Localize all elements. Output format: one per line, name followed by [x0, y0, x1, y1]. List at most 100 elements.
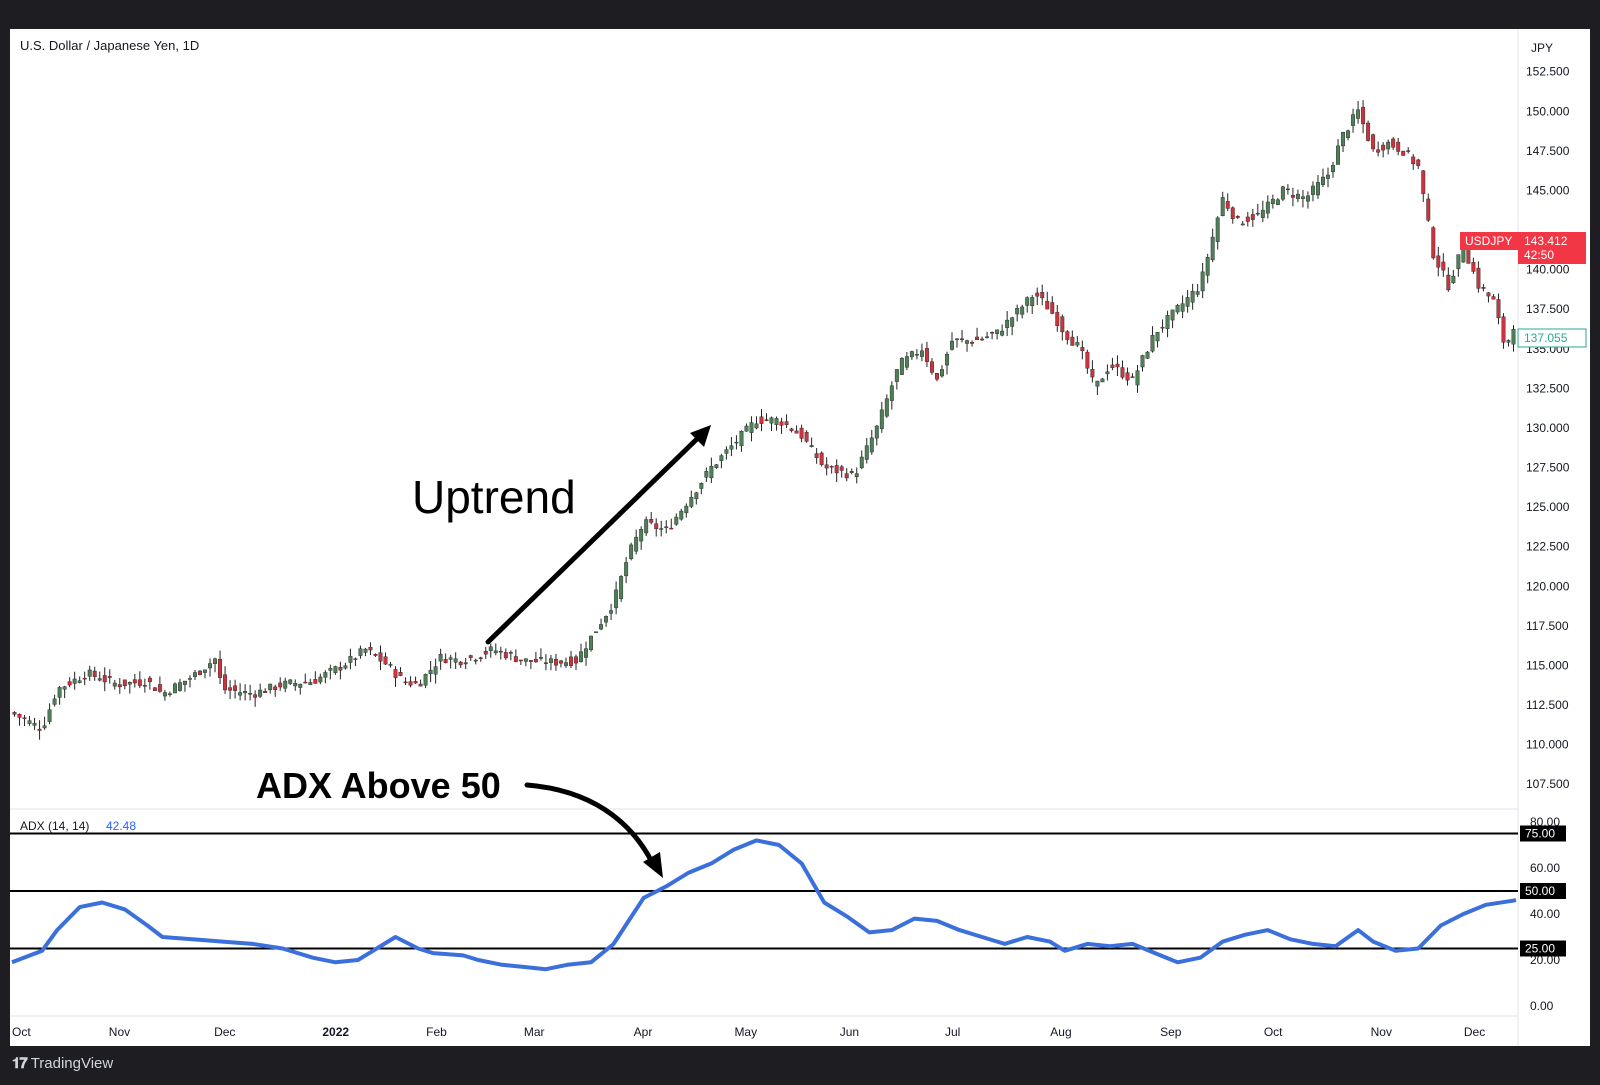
price-tick-label: 122.500	[1526, 540, 1570, 554]
candle	[794, 425, 799, 434]
candle	[1356, 100, 1361, 124]
candle	[1185, 290, 1190, 313]
candle	[533, 651, 538, 663]
candle	[1486, 292, 1491, 303]
price-tick-label: 152.500	[1526, 65, 1570, 79]
candle	[208, 658, 212, 677]
candle	[418, 679, 423, 687]
candle	[172, 682, 177, 694]
candle	[1115, 355, 1120, 377]
candle	[654, 518, 659, 537]
candle	[1401, 150, 1406, 156]
candle	[478, 656, 483, 662]
candle	[1270, 194, 1275, 209]
candle	[328, 664, 333, 680]
candle	[213, 657, 217, 673]
candle	[1085, 349, 1090, 374]
candle	[183, 680, 187, 692]
candle	[1000, 324, 1005, 337]
candle	[548, 654, 553, 671]
candle	[523, 658, 528, 667]
candle	[1476, 261, 1481, 293]
candle	[373, 653, 378, 657]
candle	[343, 662, 348, 670]
time-tick-label: Oct	[1264, 1025, 1283, 1039]
candle	[1250, 208, 1255, 227]
candle	[1406, 147, 1411, 154]
candle	[719, 453, 724, 469]
candle	[17, 713, 22, 726]
candle	[809, 437, 814, 448]
candle	[739, 430, 744, 452]
time-tick-label: Jun	[840, 1025, 859, 1039]
candle	[1090, 360, 1095, 383]
candle	[1471, 257, 1476, 275]
candle	[799, 424, 804, 443]
price-tick-label: 120.000	[1526, 579, 1570, 593]
candle	[669, 518, 674, 530]
candle	[759, 409, 764, 432]
candle	[569, 650, 573, 669]
candle	[1005, 311, 1010, 337]
candle	[458, 660, 463, 669]
brand-label: TradingView	[30, 1055, 114, 1072]
candle	[1280, 185, 1285, 202]
candle	[824, 457, 829, 476]
candle	[513, 649, 518, 663]
candle	[162, 689, 167, 701]
tradingview-brand[interactable]: 𝟏𝟕 TradingView	[12, 1055, 113, 1072]
candle	[12, 711, 17, 717]
candle	[1100, 377, 1105, 383]
candle	[744, 423, 749, 432]
candle	[884, 394, 889, 418]
candle	[649, 511, 654, 525]
candle	[1200, 262, 1205, 299]
candle	[624, 556, 629, 584]
time-tick-label: Oct	[12, 1025, 31, 1039]
last-price-label: 143.412	[1524, 234, 1568, 248]
candle	[258, 683, 263, 699]
candle	[428, 660, 433, 683]
candle	[779, 417, 784, 434]
time-tick-label: Nov	[109, 1025, 130, 1039]
adx-title: ADX (14, 14)	[20, 819, 89, 833]
candle	[313, 671, 318, 684]
candle	[488, 643, 493, 658]
candle	[248, 684, 253, 701]
price-axis: 152.500 150.000 147.500 145.000 140.000 137.5…	[1526, 65, 1570, 792]
candle	[684, 503, 689, 518]
price-tick-label: 140.000	[1526, 263, 1570, 277]
candle	[82, 671, 87, 686]
price-tick-label: 112.500	[1526, 698, 1569, 712]
candle	[1020, 304, 1025, 319]
candle	[1175, 303, 1180, 315]
candle	[814, 448, 819, 464]
candle	[1040, 284, 1045, 306]
candle	[553, 653, 558, 671]
tradingview-logo-icon: 𝟏𝟕	[12, 1055, 28, 1072]
candle	[508, 650, 513, 661]
candle	[193, 669, 197, 681]
candle	[27, 715, 32, 726]
candle	[960, 330, 964, 343]
adx-line	[11, 838, 1517, 972]
candle	[42, 716, 47, 730]
candle	[749, 416, 754, 442]
candle	[483, 646, 488, 660]
candles-group	[12, 100, 1516, 740]
candle	[1235, 215, 1240, 220]
candle	[498, 646, 503, 660]
candle	[1411, 154, 1416, 170]
candle	[1245, 211, 1250, 227]
candle	[1030, 294, 1035, 315]
candle	[503, 648, 508, 661]
candle	[764, 413, 769, 422]
candle	[1135, 365, 1140, 393]
candle	[463, 657, 468, 670]
candle	[644, 516, 649, 536]
candle	[1451, 269, 1456, 284]
candle	[112, 679, 117, 690]
adx-level-badge	[1520, 883, 1566, 899]
candle	[228, 680, 233, 700]
